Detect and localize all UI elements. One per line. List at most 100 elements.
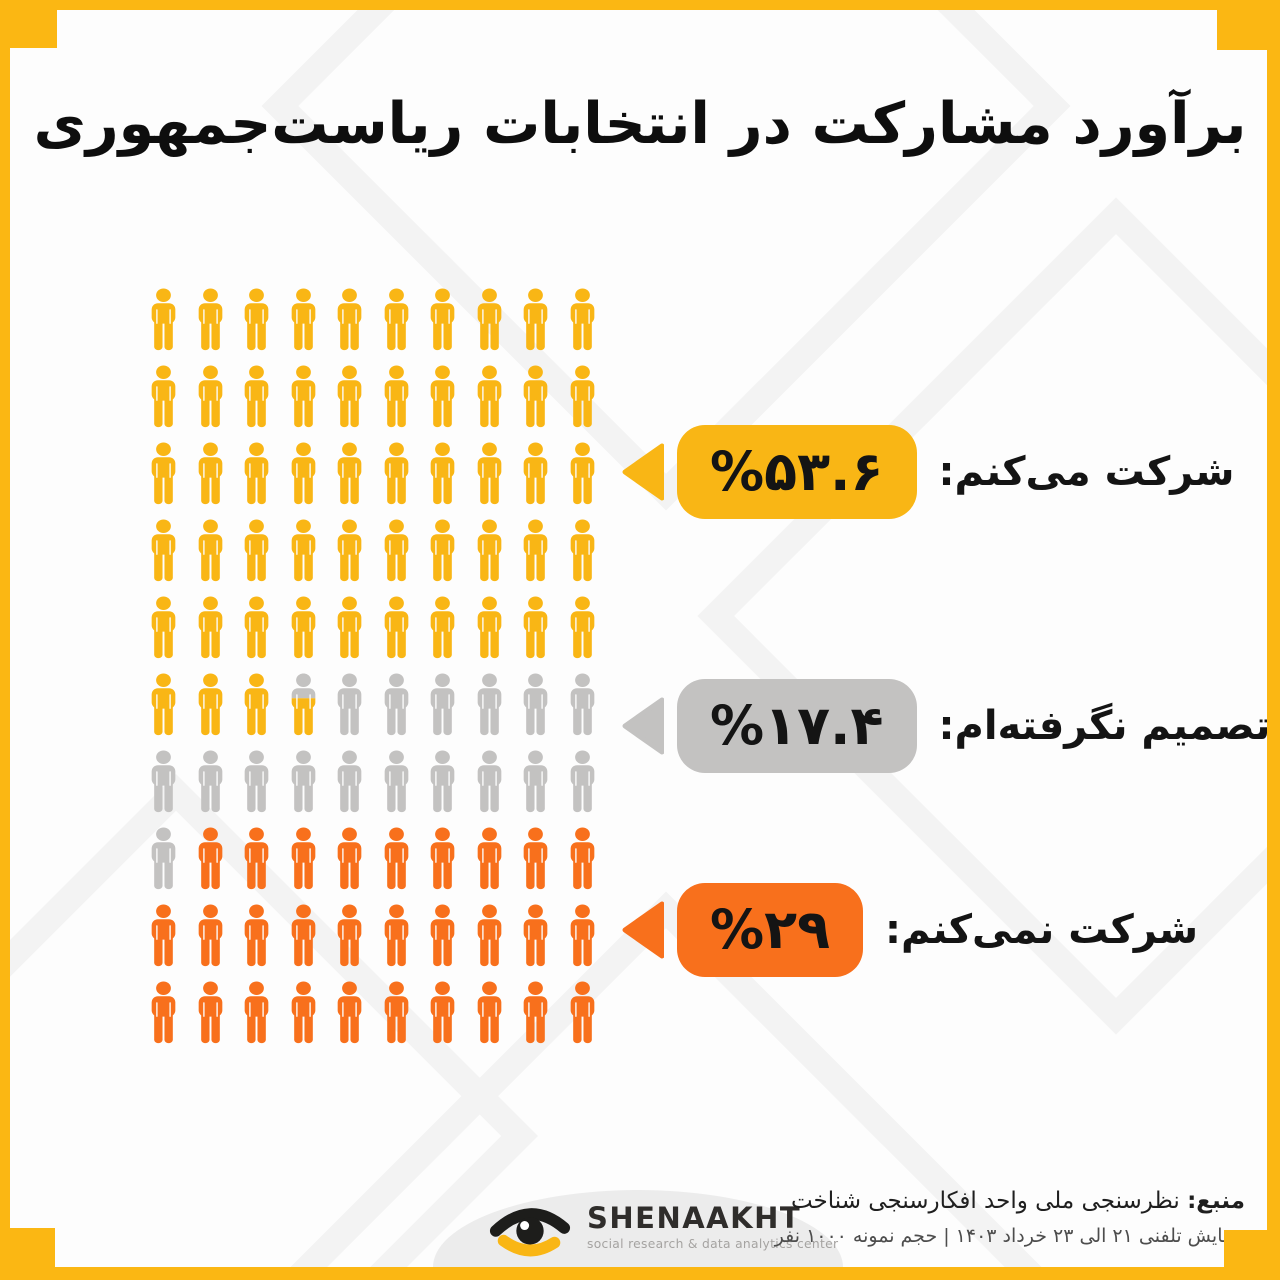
logo-name: SHENAAKHT — [587, 1200, 802, 1235]
person-icon — [147, 596, 194, 673]
person-icon — [194, 519, 241, 596]
person-icon — [426, 827, 473, 904]
person-icon — [380, 673, 427, 750]
person-icon — [519, 827, 566, 904]
person-icon — [194, 596, 241, 673]
person-icon — [240, 673, 287, 750]
person-icon — [194, 673, 241, 750]
person-icon — [333, 596, 380, 673]
person-icon — [519, 365, 566, 442]
person-icon — [473, 365, 520, 442]
person-icon — [194, 750, 241, 827]
person-icon — [566, 596, 613, 673]
logo-tagline: social research & data analytics center — [587, 1237, 839, 1252]
value-pill-not-participate: %۲۹ — [677, 883, 864, 977]
shenaakht-logo: SHENAAKHT social research & data analyti… — [487, 1196, 838, 1258]
frame-corner-bottom-left — [0, 1228, 55, 1280]
person-icon — [333, 750, 380, 827]
frame-corner-bottom-right — [1224, 1230, 1280, 1280]
frame-left-bar — [0, 0, 10, 1280]
person-icon — [566, 750, 613, 827]
person-icon — [519, 442, 566, 519]
frame-top-bar — [0, 0, 1280, 10]
person-icon — [147, 365, 194, 442]
survey-details-line: پیمایش تلفنی ۲۱ الی ۲۳ خرداد ۱۴۰۳ | حجم … — [774, 1225, 1245, 1248]
legend-row-not-participate: %۲۹ شرکت نمی‌کنم: — [622, 882, 1198, 978]
person-icon — [240, 827, 287, 904]
person-icon — [147, 519, 194, 596]
source-line: منبع: نظرسنجی ملی واحد افکارسنجی شناخت — [775, 1186, 1245, 1217]
person-icon — [333, 288, 380, 365]
person-icon — [426, 442, 473, 519]
person-icon — [287, 442, 334, 519]
person-icon — [473, 519, 520, 596]
person-icon — [287, 519, 334, 596]
person-icon — [380, 981, 427, 1058]
person-icon — [426, 519, 473, 596]
person-icon — [473, 442, 520, 519]
person-icon — [380, 750, 427, 827]
person-icon — [380, 442, 427, 519]
person-icon — [566, 673, 613, 750]
person-icon — [240, 442, 287, 519]
eye-icon — [489, 1208, 571, 1257]
person-icon — [333, 519, 380, 596]
person-icon — [566, 442, 613, 519]
person-icon — [473, 981, 520, 1058]
person-icon — [426, 365, 473, 442]
frame-right-bar — [1267, 0, 1280, 1280]
frame-bottom-bar — [0, 1267, 1280, 1280]
person-icon — [380, 596, 427, 673]
person-icon — [380, 288, 427, 365]
person-icon — [380, 827, 427, 904]
person-icon — [287, 673, 334, 750]
person-icon — [147, 904, 194, 981]
person-icon — [194, 981, 241, 1058]
person-icon — [240, 365, 287, 442]
person-icon — [287, 288, 334, 365]
person-icon — [194, 365, 241, 442]
person-icon — [147, 673, 194, 750]
value-pill-undecided: %۱۷.۴ — [677, 679, 917, 773]
person-icon — [566, 904, 613, 981]
pictogram-grid — [147, 288, 612, 1058]
person-icon — [426, 288, 473, 365]
arrow-left-icon — [622, 901, 664, 959]
person-icon — [333, 827, 380, 904]
person-icon — [287, 596, 334, 673]
person-icon — [240, 981, 287, 1058]
person-icon — [287, 981, 334, 1058]
person-icon — [240, 596, 287, 673]
person-icon — [473, 673, 520, 750]
legend-label-participate: شرکت می‌کنم: — [938, 449, 1235, 495]
person-icon — [380, 365, 427, 442]
person-icon — [566, 288, 613, 365]
person-icon — [519, 673, 566, 750]
person-icon — [426, 904, 473, 981]
person-icon — [566, 365, 613, 442]
person-icon — [333, 904, 380, 981]
frame-corner-top-left — [0, 0, 57, 48]
person-icon — [473, 750, 520, 827]
person-icon — [566, 981, 613, 1058]
frame-corner-top-right — [1217, 0, 1280, 50]
person-icon — [426, 673, 473, 750]
source-text: نظرسنجی ملی واحد افکارسنجی شناخت — [790, 1188, 1180, 1214]
person-icon — [194, 904, 241, 981]
person-icon — [147, 750, 194, 827]
person-icon — [519, 904, 566, 981]
person-icon — [519, 596, 566, 673]
person-icon — [333, 365, 380, 442]
person-icon — [473, 827, 520, 904]
person-icon — [519, 519, 566, 596]
person-icon — [194, 827, 241, 904]
person-icon — [287, 904, 334, 981]
person-icon — [240, 750, 287, 827]
person-icon — [566, 827, 613, 904]
value-pill-participate: %۵۳.۶ — [677, 425, 917, 519]
person-icon — [519, 288, 566, 365]
person-icon — [473, 288, 520, 365]
person-icon — [519, 981, 566, 1058]
legend-row-participate: %۵۳.۶ شرکت می‌کنم: — [622, 424, 1234, 520]
